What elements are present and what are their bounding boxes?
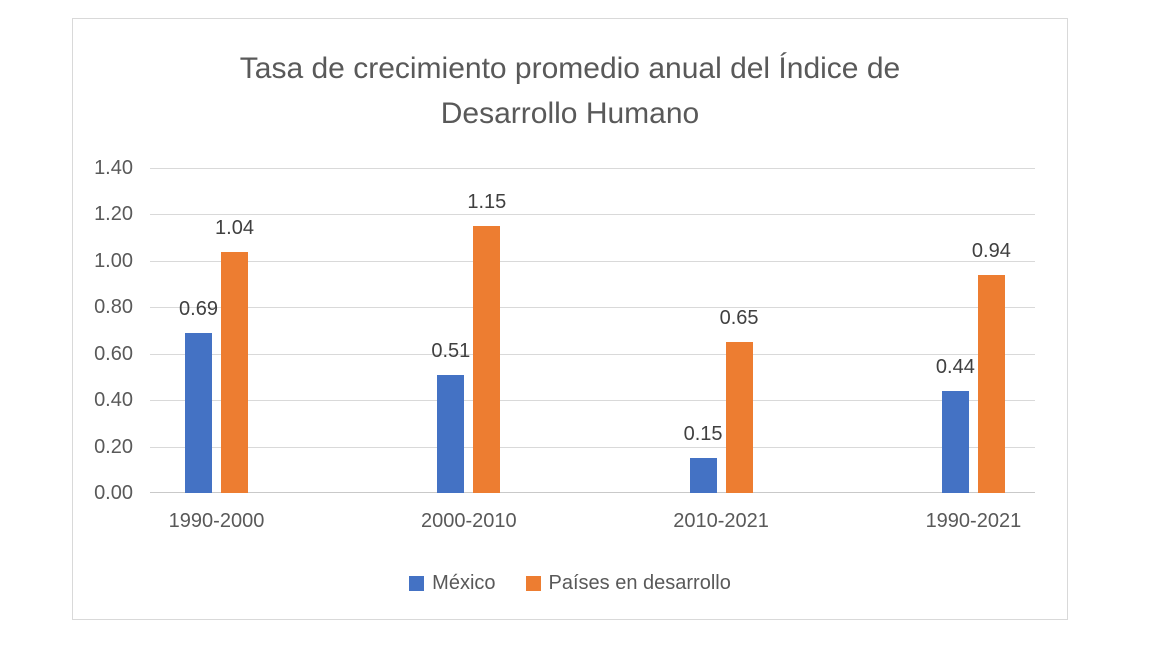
bar-mexico <box>185 332 212 493</box>
x-axis-category-label: 1990-2000 <box>168 510 265 532</box>
bar-mexico <box>437 374 465 493</box>
bar-value-label: 0.15 <box>683 423 723 446</box>
bar-value-label: 0.69 <box>179 297 218 320</box>
bar-value-label: 1.15 <box>467 191 507 214</box>
y-axis-tick-label: 0.80 <box>94 296 133 319</box>
x-axis-category-label: 2010-2021 <box>673 510 769 532</box>
bar-value-label: 0.65 <box>719 307 759 330</box>
bar-paises-en-desarrollo <box>473 226 501 493</box>
legend-item-paises-en-desarrollo: Países en desarrollo <box>525 571 731 595</box>
legend: México Países en desarrollo <box>72 570 1068 596</box>
plot-area: 0.69 1.04 0.51 1.15 0.15 0.65 0.44 0.94 <box>150 168 1035 493</box>
bar-mexico <box>689 458 717 493</box>
y-axis-tick-label: 1.20 <box>94 203 133 226</box>
y-axis-tick-label: 0.60 <box>94 342 133 365</box>
y-axis-tick-label: 0.20 <box>94 435 133 458</box>
legend-item-mexico: México <box>409 571 496 595</box>
gridline <box>150 353 1035 355</box>
legend-swatch-icon <box>525 575 541 591</box>
bar-paises-en-desarrollo <box>725 342 753 493</box>
chart-title-line-1: Tasa de crecimiento promedio anual del Í… <box>239 52 901 85</box>
gridline <box>150 307 1035 309</box>
legend-label: Países en desarrollo <box>548 571 731 594</box>
chart-title-line-2: Desarrollo Humano <box>440 97 700 130</box>
y-axis-tick-label: 0.40 <box>94 389 133 412</box>
bar-paises-en-desarrollo <box>221 251 248 493</box>
y-axis-tick-label: 1.00 <box>94 249 133 272</box>
gridline <box>150 168 1035 169</box>
gridline <box>150 214 1035 216</box>
bar-value-label: 1.04 <box>215 216 254 239</box>
gridline <box>150 446 1035 448</box>
x-axis-category-label: 1990-2021 <box>925 510 1022 532</box>
y-axis-tick-label: 1.40 <box>94 157 133 179</box>
bar-value-label: 0.44 <box>935 355 975 378</box>
x-axis-category-label: 2000-2010 <box>420 510 517 532</box>
bar-paises-en-desarrollo <box>977 274 1005 493</box>
y-axis-tick-label: 0.00 <box>94 482 133 504</box>
legend-swatch-icon <box>409 575 425 591</box>
bar-value-label: 0.51 <box>431 339 471 362</box>
gridline <box>150 260 1035 262</box>
legend-label: México <box>432 571 496 594</box>
bar-value-label: 0.94 <box>971 239 1011 262</box>
x-axis-line <box>150 492 1035 493</box>
gridline <box>150 400 1035 402</box>
bar-mexico <box>941 390 969 493</box>
chart-title: Tasa de crecimiento promedio anual del Í… <box>72 46 1068 136</box>
